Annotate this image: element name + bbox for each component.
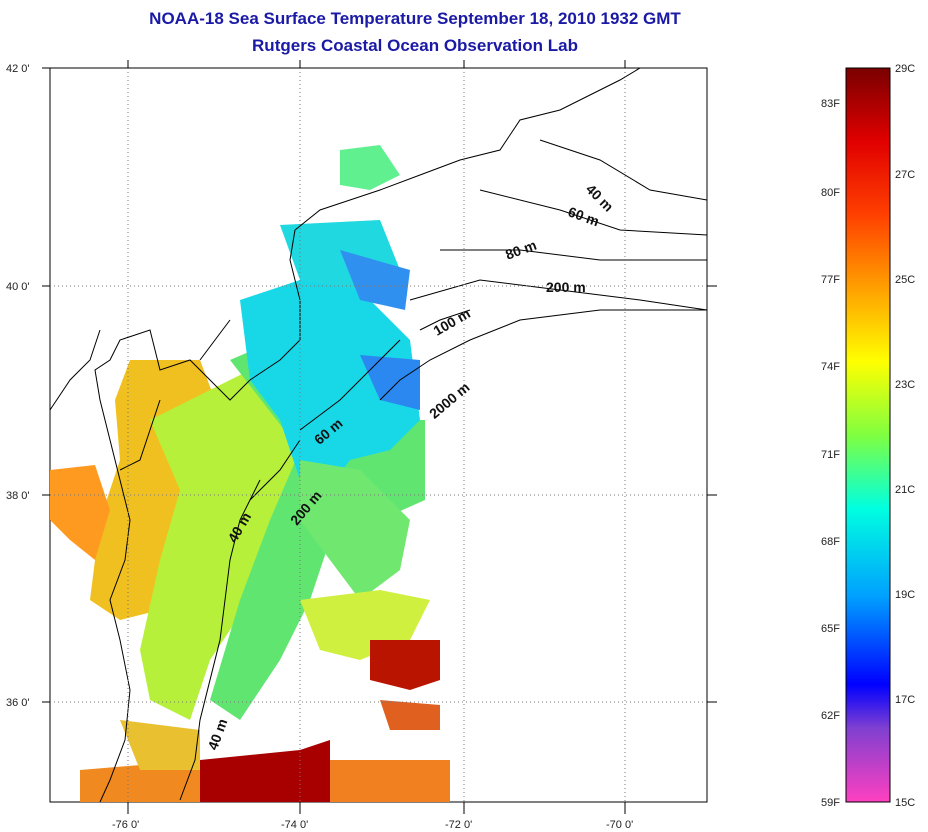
map-title: NOAA-18 Sea Surface Temperature Septembe… xyxy=(149,9,681,28)
fahrenheit-label: 83F xyxy=(821,98,840,110)
celsius-label: 21C xyxy=(895,484,915,496)
celsius-label: 29C xyxy=(895,63,915,75)
colorbar xyxy=(845,67,891,803)
x-axis-labels: -76 0' -74 0' -72 0' -70 0' xyxy=(112,819,633,831)
colorbar-celsius-labels: 29C 27C 25C 23C 21C 19C 17C 15C xyxy=(895,63,915,809)
fahrenheit-label: 59F xyxy=(821,797,840,809)
fahrenheit-label: 74F xyxy=(821,361,840,373)
grid xyxy=(50,68,707,802)
coastline xyxy=(50,68,641,802)
axis-ticks xyxy=(42,60,717,814)
celsius-label: 15C xyxy=(895,797,915,809)
y-tick-label: 40 0' xyxy=(6,281,30,293)
celsius-label: 23C xyxy=(895,379,915,391)
fahrenheit-label: 71F xyxy=(821,449,840,461)
isobath-label: 200 m xyxy=(546,279,586,295)
x-tick-label: -70 0' xyxy=(606,819,633,831)
y-tick-label: 38 0' xyxy=(6,490,30,502)
y-tick-label: 42 0' xyxy=(6,63,30,75)
map-subtitle: Rutgers Coastal Ocean Observation Lab xyxy=(252,36,578,55)
celsius-label: 17C xyxy=(895,694,915,706)
x-tick-label: -74 0' xyxy=(281,819,308,831)
celsius-label: 25C xyxy=(895,274,915,286)
colorbar-fahrenheit-labels: 83F 80F 77F 74F 71F 68F 65F 62F 59F xyxy=(821,98,840,809)
y-tick-label: 36 0' xyxy=(6,697,30,709)
x-tick-label: -76 0' xyxy=(112,819,139,831)
celsius-label: 27C xyxy=(895,169,915,181)
x-tick-label: -72 0' xyxy=(445,819,472,831)
fahrenheit-label: 77F xyxy=(821,274,840,286)
fahrenheit-label: 68F xyxy=(821,536,840,548)
fahrenheit-label: 65F xyxy=(821,623,840,635)
fahrenheit-label: 62F xyxy=(821,710,840,722)
sst-data xyxy=(50,145,450,802)
fahrenheit-label: 80F xyxy=(821,187,840,199)
celsius-label: 19C xyxy=(895,589,915,601)
isobaths xyxy=(179,139,707,801)
y-axis-labels: 42 0' 40 0' 38 0' 36 0' xyxy=(6,63,30,709)
